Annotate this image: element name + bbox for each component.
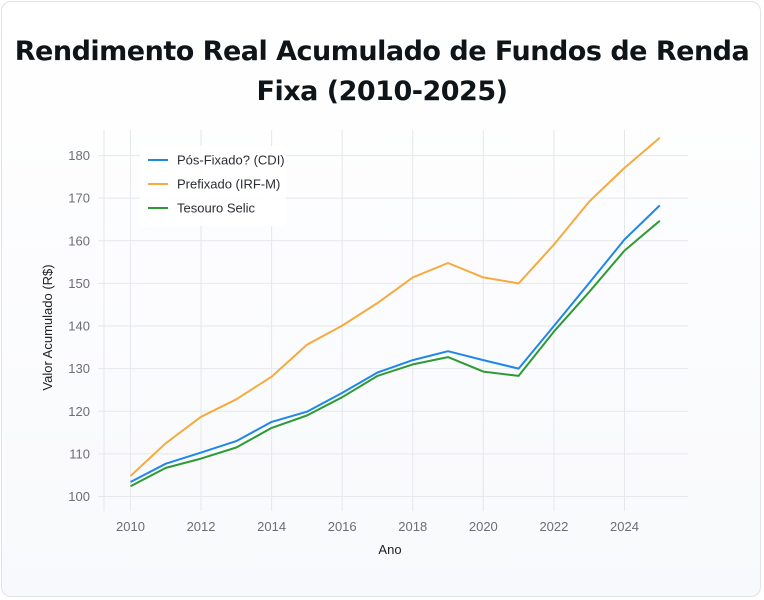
legend-label: Prefixado (IRF-M): [177, 177, 280, 192]
legend-label: Pós-Fixado? (CDI): [177, 153, 285, 168]
legend: Pós-Fixado? (CDI) Prefixado (IRF-M) Tesour…: [140, 146, 286, 226]
series-line-2: [129, 136, 661, 477]
series-line-1: [130, 204, 661, 483]
x-tick-label: 2014: [257, 519, 286, 534]
x-tick-label: 2022: [539, 519, 568, 534]
y-tick-label: 130: [68, 361, 90, 376]
x-tick-label: 2012: [187, 519, 216, 534]
legend-label: Tesouro Selic: [177, 201, 256, 216]
chart-title-line-1: Rendimento Real Acumulado de Fundos de R…: [14, 36, 750, 67]
legend-background: [140, 146, 286, 226]
x-axis-ticks: 2010 2012 2014 2016 2018 2020 2022 2024: [116, 519, 639, 534]
x-tick-label: 2020: [469, 519, 498, 534]
x-tick-label: 2016: [328, 519, 357, 534]
y-tick-label: 170: [68, 191, 90, 206]
x-tick-label: 2010: [116, 519, 145, 534]
y-axis-label: Valor Acumulado (R$): [40, 264, 55, 390]
x-axis-label: Ano: [378, 542, 401, 557]
chart-title-line-2: Fixa (2010-2025): [256, 76, 508, 107]
y-tick-label: 110: [69, 446, 90, 461]
series-lines: [129, 136, 661, 488]
y-tick-label: 160: [68, 233, 90, 248]
y-tick-label: 140: [68, 319, 90, 334]
y-tick-label: 180: [68, 148, 90, 163]
x-tick-label: 2024: [610, 519, 639, 534]
y-tick-label: 100: [68, 489, 90, 504]
chart-title: Rendimento Real Acumulado de Fundos de R…: [0, 32, 764, 112]
x-tick-label: 2018: [398, 519, 427, 534]
y-axis-ticks: 100 110 120 130 140 150 160 170 180: [68, 148, 90, 504]
y-tick-label: 150: [68, 276, 90, 291]
series-line-3: [130, 220, 661, 488]
y-tick-label: 120: [68, 404, 90, 419]
